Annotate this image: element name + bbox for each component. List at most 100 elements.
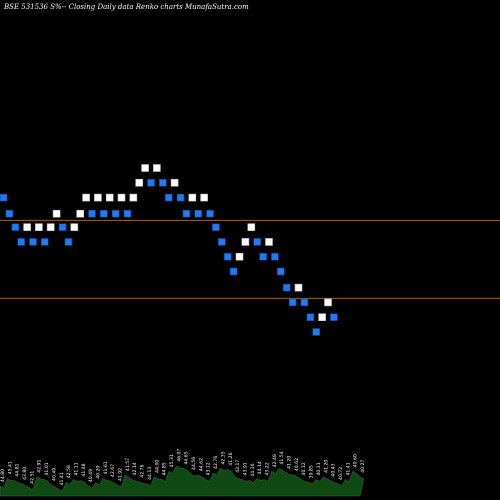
- renko-brick-down: [300, 298, 309, 307]
- renko-bricks: [0, 164, 338, 336]
- renko-brick-down: [64, 238, 73, 246]
- renko-brick-down: [159, 178, 167, 187]
- renko-brick-up: [23, 223, 31, 231]
- renko-brick-down: [88, 209, 96, 218]
- volume-label: 42.51: [29, 471, 35, 484]
- renko-brick-down: [182, 209, 191, 218]
- volume-label: 41.20: [323, 460, 329, 473]
- renko-brick-down: [271, 252, 279, 261]
- volume-label: 41.54: [279, 451, 285, 464]
- renko-brick-up: [241, 238, 250, 246]
- renko-brick-down: [282, 283, 291, 292]
- volume-label: 42.48: [272, 454, 278, 467]
- volume-label: 40.11: [316, 462, 322, 475]
- renko-brick-up: [188, 193, 197, 202]
- volume-label: 43.91: [242, 462, 248, 475]
- volume-label: 44.14: [257, 461, 263, 474]
- renko-brick-down: [223, 252, 232, 261]
- volume-label: 41.57: [125, 458, 131, 471]
- volume-label: 43.22: [265, 462, 271, 475]
- volume-label: 44.00: [154, 460, 160, 473]
- volume-label: 42.91: [37, 460, 43, 473]
- renko-brick-up: [294, 283, 303, 292]
- volume-label: 40.62: [294, 458, 300, 471]
- renko-brick-down: [58, 223, 67, 231]
- volume-label: 40.27: [360, 460, 366, 473]
- renko-brick-up: [318, 313, 326, 322]
- renko-brick-up: [265, 238, 273, 246]
- volume-label: 43.12: [206, 462, 212, 475]
- volume-area: [0, 465, 364, 497]
- renko-brick-down: [312, 328, 321, 336]
- volume-label: 41.11: [74, 462, 80, 475]
- volume-label: 40.12: [301, 462, 307, 475]
- renko-brick-down: [123, 209, 132, 218]
- volume-label: 42.76: [213, 456, 219, 469]
- renko-brick-up: [70, 223, 79, 231]
- renko-brick-down: [288, 298, 297, 307]
- volume-label: 42.58: [66, 465, 72, 478]
- volume-label: 44.85: [162, 462, 168, 475]
- renko-brick-down: [29, 238, 37, 246]
- volume-label: 41.48: [81, 463, 87, 476]
- volume-label: 40.20: [96, 466, 102, 479]
- renko-brick-down: [212, 223, 220, 231]
- renko-brick-down: [206, 209, 214, 218]
- volume-label: 44.13: [147, 467, 153, 480]
- renko-brick-down: [5, 209, 14, 218]
- renko-brick-down: [40, 238, 49, 246]
- volume-label: 44.80: [0, 469, 6, 482]
- renko-brick-up: [235, 252, 244, 261]
- volume-label: 41.20: [287, 456, 293, 469]
- volume-label: 41.61: [103, 461, 109, 474]
- volume-label: 44.36: [250, 463, 256, 476]
- renko-brick-down: [218, 238, 226, 246]
- chart-title: BSE 531536 S%-- Closing Daily data Renko…: [3, 3, 249, 11]
- renko-brick-up: [141, 164, 149, 172]
- renko-brick-up: [82, 193, 90, 202]
- volume-label: 44.56: [191, 457, 197, 470]
- renko-brick-up: [247, 223, 256, 231]
- volume-label: 45.41: [7, 461, 13, 474]
- volume-label: 40.49: [88, 469, 94, 482]
- volume-label: 42.17: [235, 460, 241, 473]
- volume-label: 40.49: [51, 468, 57, 481]
- volume-label: 41.41: [59, 472, 65, 485]
- renko-brick-up: [170, 178, 179, 187]
- renko-brick-up: [76, 209, 84, 218]
- renko-brick-up: [105, 193, 114, 202]
- renko-brick-down: [164, 193, 173, 202]
- volume-label: 42.14: [132, 462, 138, 475]
- renko-brick-down: [17, 238, 26, 246]
- volume-label: 41.26: [228, 452, 234, 465]
- renko-brick-down: [100, 209, 108, 218]
- renko-brick-down: [276, 267, 285, 276]
- volume-label: 40.43: [331, 463, 337, 476]
- volume-label: 42.35: [220, 451, 226, 464]
- renko-brick-down: [306, 313, 315, 322]
- renko-brick-down: [259, 252, 267, 261]
- renko-brick-up: [200, 193, 208, 202]
- renko-brick-down: [0, 193, 8, 202]
- renko-brick-down: [176, 193, 185, 202]
- renko-brick-down: [330, 313, 338, 322]
- renko-brick-up: [35, 223, 43, 231]
- volume-label: 41.92: [118, 468, 124, 481]
- volume-label: 39.85: [309, 465, 315, 478]
- renko-brick-up: [135, 178, 143, 187]
- renko-brick-up: [94, 193, 102, 202]
- renko-brick-down: [229, 267, 238, 276]
- renko-brick-up: [153, 164, 161, 172]
- volume-label: 42.67: [110, 464, 116, 477]
- renko-brick-down: [194, 209, 202, 218]
- renko-brick-up: [52, 209, 61, 218]
- reference-lines: [0, 219, 500, 299]
- volume-label: 46.07: [176, 449, 182, 462]
- renko-brick-up: [129, 193, 138, 202]
- renko-brick-up: [46, 223, 55, 231]
- volume-label: 44.62: [198, 458, 204, 471]
- volume-label: 41.01: [44, 462, 50, 475]
- volume-label: 41.41: [345, 462, 351, 475]
